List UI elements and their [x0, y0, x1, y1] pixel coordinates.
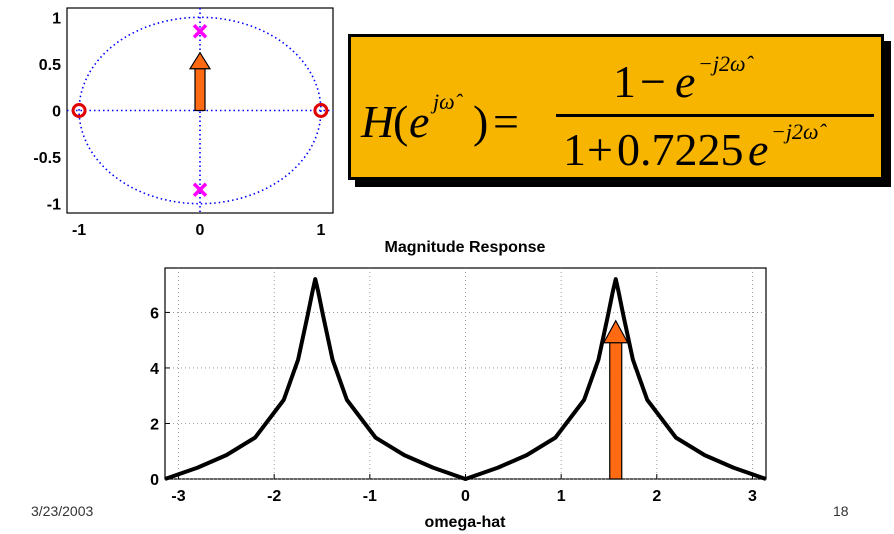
zero-marker [71, 103, 87, 118]
magnitude-response-chart: Magnitude Response -3 -2 -1 0 1 2 3 0 2 4 6 omega-… [150, 239, 767, 531]
eq-lhs-exponent: jω̂ [430, 89, 464, 114]
x-tick-label: -3 [171, 488, 185, 505]
eq-den-e: e [748, 124, 768, 175]
eq-lhs-h: H [360, 96, 397, 147]
pz-x-tick-label: 1 [316, 222, 325, 239]
eq-fraction-bar [556, 114, 874, 117]
y-tick-label: 6 [150, 305, 159, 322]
x-axis-label: omega-hat [425, 514, 507, 531]
y-tick-label: 0 [150, 472, 159, 489]
pz-x-tick-label: 0 [196, 222, 205, 239]
eq-den-one: 1 [563, 124, 586, 175]
zero-marker [313, 103, 329, 118]
x-tick-label: 0 [461, 488, 470, 505]
eq-den-exponent: −j2ω̂ [771, 119, 827, 144]
pz-arrow-head [188, 51, 212, 70]
x-tick-label: -2 [267, 488, 281, 505]
chart-title: Magnitude Response [385, 239, 546, 256]
eq-num-exponent: −j2ω̂ [698, 51, 754, 76]
chart-plot-frame [164, 267, 767, 480]
footer-page-number: 18 [833, 503, 849, 519]
pz-x-tick-label: -1 [72, 222, 86, 239]
transfer-function-equation: H ( e jω̂ ) = 1 − e −j2ω̂ 1 + 0.7225 e −… [360, 51, 874, 175]
pole-marker [192, 182, 208, 197]
pole-marker [192, 24, 208, 39]
pz-arrow-shaft [194, 66, 206, 112]
x-tick-label: 3 [748, 488, 757, 505]
pz-y-tick-label: -0.5 [33, 150, 61, 167]
eq-num-minus: − [640, 56, 666, 107]
pz-y-tick-label: 1 [52, 10, 61, 27]
response-arrow-head [602, 319, 629, 344]
y-tick-label: 4 [150, 361, 159, 378]
eq-den-coef: 0.7225 [617, 124, 744, 175]
eq-lhs-close: ) [473, 96, 488, 147]
y-tick-label: 2 [150, 416, 159, 433]
eq-equals: = [493, 96, 519, 147]
pole-stroke [192, 24, 208, 39]
x-tick-label: 2 [652, 488, 661, 505]
eq-lhs-e: e [409, 96, 429, 147]
pole-stroke [192, 182, 208, 197]
pz-y-tick-label: 0.5 [39, 57, 61, 74]
unit-circle [78, 16, 322, 205]
x-tick-label: 1 [557, 488, 566, 505]
eq-num-one: 1 [613, 56, 636, 107]
pz-y-tick-label: 0 [52, 104, 61, 121]
footer-date: 3/23/2003 [31, 503, 94, 519]
eq-num-e: e [675, 56, 695, 107]
eq-den-plus: + [587, 124, 613, 175]
transfer-function-box: H ( e jω̂ ) = 1 − e −j2ω̂ 1 + 0.7225 e −… [348, 34, 884, 180]
x-tick-label: -1 [363, 488, 377, 505]
response-arrow-shaft [609, 340, 623, 480]
eq-lhs-open: ( [393, 96, 408, 147]
pole-zero-plot: 1 0.5 0 -0.5 -1 -1 0 1 [33, 7, 334, 239]
pz-y-tick-label: -1 [47, 197, 61, 214]
